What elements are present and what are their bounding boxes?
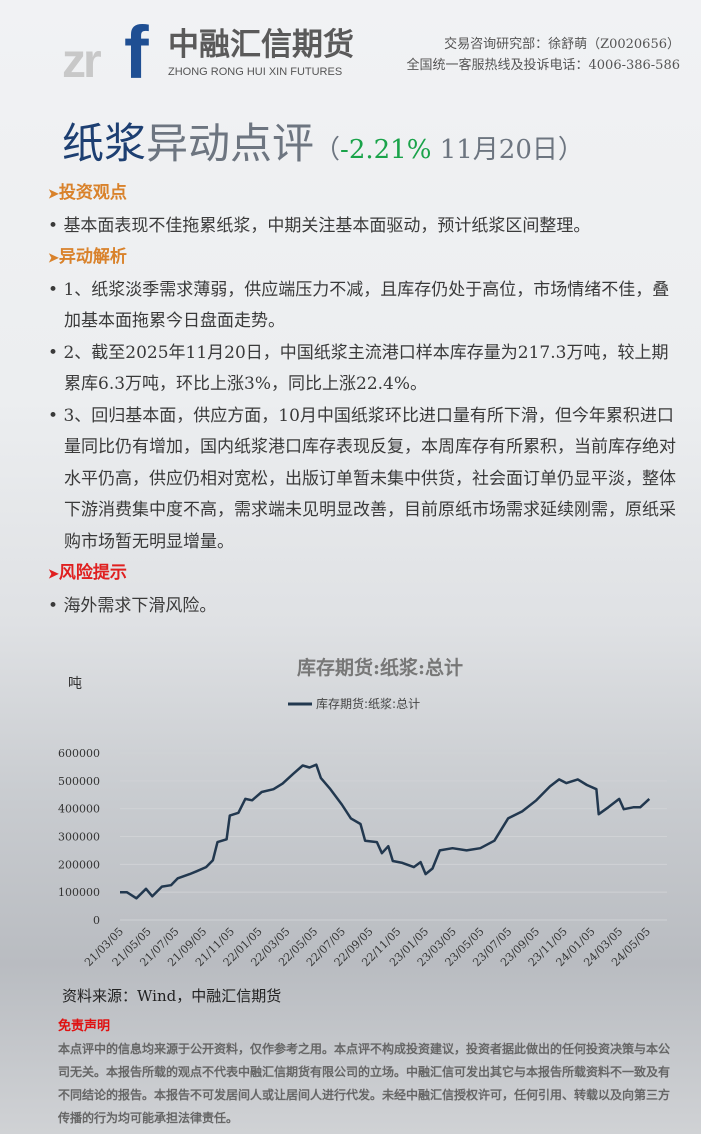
bullet-icon: • [48, 342, 64, 363]
title-paren: ） [557, 135, 584, 165]
y-axis-label: 吨 [68, 676, 82, 692]
title-paren: （ [314, 135, 341, 165]
logo-mark: zr [62, 35, 102, 88]
bullet-text: 海外需求下滑风险。 [63, 595, 217, 616]
bullet-icon: • [48, 405, 64, 426]
title-date: 11月20日 [431, 135, 558, 165]
section-heading: ➤投资观点 [48, 178, 676, 211]
y-tick-label: 500000 [58, 775, 100, 788]
bullet-text: 1、纸浆淡季需求薄弱，供应端压力不减，且库存仍处于高位，市场情绪不佳，叠加基本面… [63, 279, 670, 332]
bullet-icon: • [48, 595, 64, 616]
price-change: -2.21% [340, 135, 432, 165]
bullet-item: • 1、纸浆淡季需求薄弱，供应端压力不减，且库存仍处于高位，市场情绪不佳，叠加基… [48, 275, 676, 338]
y-tick-label: 200000 [58, 858, 100, 871]
title-type: 异动点评 [146, 119, 315, 168]
series-line [120, 763, 651, 900]
disclaimer: 免责声明 本点评中的信息均来源于公开资料，仅作参考之用。本点评不构成投资建议，投… [58, 1015, 673, 1130]
arrow-icon: ➤ [48, 251, 59, 266]
section-heading-text: 投资观点 [58, 183, 127, 203]
arrow-icon: ➤ [48, 567, 59, 582]
title-product: 纸浆 [62, 119, 147, 168]
page-title: 纸浆异动点评（-2.21% 11月20日） [62, 110, 584, 171]
contact-info: 交易咨询研究部：徐舒萌（Z0020656） 全国统一客服热线及投诉电话：4006… [384, 34, 681, 76]
y-tick-label: 0 [93, 914, 100, 927]
y-tick-label: 600000 [58, 747, 100, 760]
bullet-text: 2、截至2025年11月20日，中国纸浆主流港口样本库存量为217.3万吨，较上… [63, 342, 669, 395]
section-heading: ➤异动解析 [48, 242, 676, 275]
logo-cn: 中融汇信期货 [168, 27, 354, 63]
company-logo: zr f 中融汇信期货 ZHONG RONG HUI XIN FUTURES [62, 11, 362, 94]
section-heading: ➤风险提示 [48, 558, 676, 591]
disclaimer-heading: 免责声明 [58, 1019, 111, 1034]
y-tick-label: 400000 [58, 803, 100, 816]
bullet-item: • 海外需求下滑风险。 [48, 591, 676, 623]
bullet-item: • 3、回归基本面，供应方面，10月中国纸浆环比进口量有所下滑，但今年累积进口量… [48, 401, 676, 559]
y-tick-label: 100000 [58, 886, 100, 899]
bullet-icon: • [48, 215, 64, 236]
inventory-chart: 库存期货:纸浆:总计吨库存期货:纸浆:总计0100000200000300000… [58, 656, 667, 969]
bullet-item: • 2、截至2025年11月20日，中国纸浆主流港口样本库存量为217.3万吨，… [48, 338, 676, 401]
bullet-item: • 基本面表现不佳拖累纸浆，中期关注基本面驱动，预计纸浆区间整理。 [48, 211, 676, 243]
bullet-text: 3、回归基本面，供应方面，10月中国纸浆环比进口量有所下滑，但今年累积进口量同比… [63, 405, 676, 552]
logo-en: ZHONG RONG HUI XIN FUTURES [168, 66, 343, 78]
arrow-icon: ➤ [48, 187, 59, 202]
bullet-text: 基本面表现不佳拖累纸浆，中期关注基本面驱动，预计纸浆区间整理。 [63, 215, 591, 236]
report-content: ➤投资观点 • 基本面表现不佳拖累纸浆，中期关注基本面驱动，预计纸浆区间整理。 ➤异… [48, 178, 676, 622]
contact-analyst: 交易咨询研究部：徐舒萌（Z0020656） [444, 37, 680, 52]
section-heading-text: 异动解析 [58, 247, 127, 267]
data-source: 资料来源：Wind，中融汇信期货 [62, 987, 282, 1005]
logo-mark-f: f [124, 11, 149, 94]
legend-label: 库存期货:纸浆:总计 [316, 696, 420, 711]
disclaimer-text: 本点评中的信息均来源于公开资料，仅作参考之用。本点评不构成投资建议，投资者据此做… [58, 1042, 671, 1125]
section-heading-text: 风险提示 [58, 563, 127, 583]
chart-title: 库存期货:纸浆:总计 [297, 656, 463, 679]
bullet-icon: • [48, 279, 64, 300]
y-tick-label: 300000 [58, 831, 100, 844]
contact-hotline: 全国统一客服热线及投诉电话：4006-386-586 [406, 58, 681, 73]
